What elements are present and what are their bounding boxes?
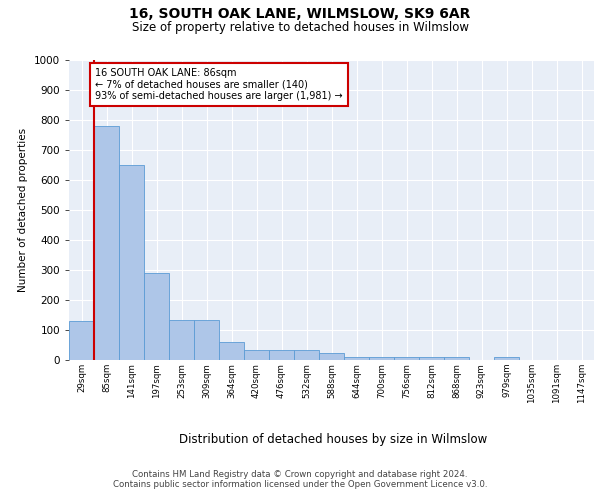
- Bar: [294, 350, 319, 360]
- Bar: [119, 165, 144, 360]
- Bar: [444, 357, 469, 360]
- Bar: [194, 320, 219, 360]
- Text: 16, SOUTH OAK LANE, WILMSLOW, SK9 6AR: 16, SOUTH OAK LANE, WILMSLOW, SK9 6AR: [130, 8, 470, 22]
- Text: Contains public sector information licensed under the Open Government Licence v3: Contains public sector information licen…: [113, 480, 487, 489]
- Bar: [244, 350, 269, 360]
- Bar: [269, 350, 294, 360]
- Bar: [419, 357, 444, 360]
- Bar: [219, 342, 244, 360]
- Bar: [94, 126, 119, 360]
- Bar: [369, 357, 394, 360]
- Bar: [144, 273, 169, 360]
- Bar: [169, 320, 194, 360]
- Y-axis label: Number of detached properties: Number of detached properties: [18, 128, 28, 292]
- Bar: [319, 352, 344, 360]
- Bar: [344, 357, 369, 360]
- Bar: [494, 357, 519, 360]
- Text: 16 SOUTH OAK LANE: 86sqm
← 7% of detached houses are smaller (140)
93% of semi-d: 16 SOUTH OAK LANE: 86sqm ← 7% of detache…: [95, 68, 343, 100]
- Bar: [69, 321, 94, 360]
- Bar: [394, 357, 419, 360]
- Text: Size of property relative to detached houses in Wilmslow: Size of property relative to detached ho…: [131, 21, 469, 34]
- Text: Contains HM Land Registry data © Crown copyright and database right 2024.: Contains HM Land Registry data © Crown c…: [132, 470, 468, 479]
- Text: Distribution of detached houses by size in Wilmslow: Distribution of detached houses by size …: [179, 432, 487, 446]
